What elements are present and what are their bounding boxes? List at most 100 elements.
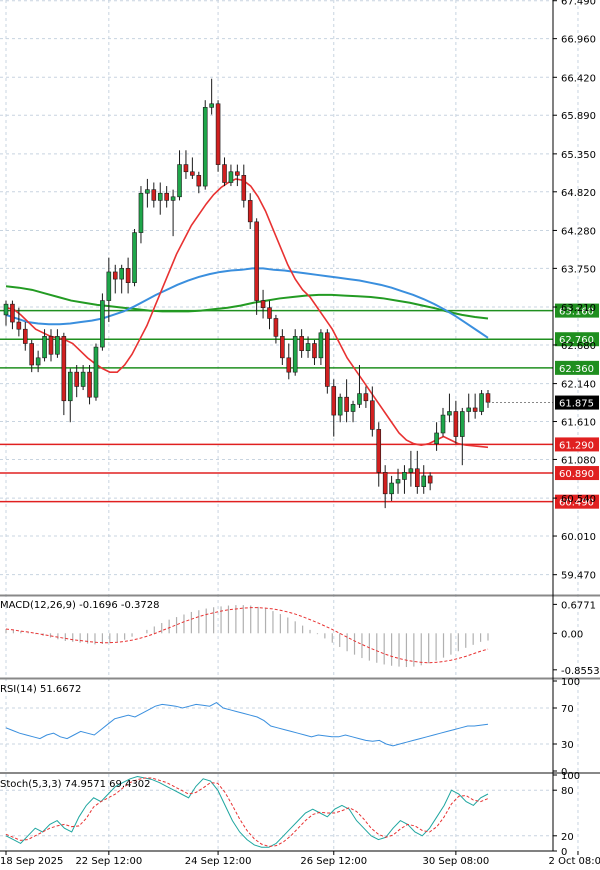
candle-body — [415, 468, 420, 487]
candle-body — [440, 414, 446, 434]
candle-body — [235, 171, 240, 176]
candle-body — [350, 404, 356, 412]
stoch-tick-label: 0 — [561, 847, 567, 858]
candle-body — [177, 164, 182, 198]
candle-body — [453, 411, 459, 437]
time-tick-label: 24 Sep 12:00 — [185, 856, 252, 867]
candle-body — [402, 472, 407, 480]
candle-body — [164, 192, 169, 201]
time-tick-label: 2 Oct 08:00 — [549, 856, 600, 867]
candle-body — [48, 336, 54, 355]
candle-body — [460, 411, 465, 437]
candle-body — [22, 328, 28, 344]
price-tick-label: 63.210 — [561, 303, 596, 314]
level-box — [555, 437, 599, 452]
price-tick-label: 66.960 — [561, 35, 596, 46]
candle-body — [190, 171, 195, 176]
candle-body — [93, 346, 99, 398]
macd-panel — [5, 605, 489, 668]
candle-body — [209, 103, 214, 108]
time-tick-label: 22 Sep 12:00 — [75, 856, 142, 867]
stoch-tick-label: 100 — [561, 771, 580, 782]
level-box — [555, 332, 599, 347]
price-tick-label: 62.680 — [561, 341, 596, 352]
candle-body — [427, 475, 433, 484]
candle-body — [485, 393, 491, 403]
candle-body — [370, 400, 375, 430]
price-tick-label: 61.080 — [561, 455, 596, 466]
candle-body — [29, 343, 34, 366]
rsi-tick-label: 70 — [561, 704, 574, 715]
grid-lines — [0, 0, 579, 851]
level-label: 60.490 — [559, 498, 594, 509]
level-label: 62.760 — [559, 335, 594, 346]
candle-body — [395, 479, 401, 484]
candle-body — [363, 393, 369, 402]
candle-body — [466, 407, 472, 412]
candle-body — [3, 303, 9, 316]
candle-body — [138, 192, 144, 233]
candle-body — [170, 196, 176, 201]
rsi-label: RSI(14) 51.6672 — [0, 684, 81, 695]
time-tick-label: 30 Sep 08:00 — [422, 856, 489, 867]
candle-body — [408, 468, 414, 473]
macd-label: MACD(12,26,9) -0.1696 -0.3728 — [0, 600, 160, 611]
candle-body — [87, 371, 92, 398]
price-tick-label: 65.890 — [561, 111, 596, 122]
candle-body — [55, 336, 60, 355]
candle-body — [273, 318, 279, 337]
level-box — [555, 360, 599, 375]
candlesticks — [3, 78, 491, 509]
candle-body — [196, 175, 202, 187]
candle-body — [61, 336, 67, 402]
stoch-tick-label: 80 — [561, 786, 574, 797]
candle-body — [260, 300, 266, 309]
time-tick-label: 18 Sep 2025 — [0, 856, 63, 867]
current-price-label: 61.875 — [559, 399, 594, 410]
price-tick-label: 64.280 — [561, 226, 596, 237]
candle-body — [112, 271, 118, 280]
candle-body — [447, 411, 452, 416]
candle-body — [10, 303, 15, 323]
price-tick-label: 60.010 — [561, 532, 596, 543]
candle-body — [67, 371, 73, 402]
candle-body — [16, 321, 22, 330]
candle-body — [312, 343, 317, 359]
candle-body — [325, 332, 330, 387]
stoch-d-line — [5, 777, 489, 847]
level-label: 63.160 — [559, 307, 594, 318]
candle-body — [267, 307, 272, 319]
candle-body — [434, 432, 439, 445]
stoch-tick-label: 20 — [561, 832, 574, 843]
price-tick-label: 59.470 — [561, 571, 596, 582]
candle-body — [241, 175, 247, 201]
candle-body — [337, 396, 343, 416]
price-tick-label: 65.350 — [561, 150, 596, 161]
level-box — [555, 466, 599, 481]
candle-body — [80, 371, 86, 387]
candle-body — [421, 475, 427, 487]
candle-body — [125, 268, 131, 283]
candle-body — [247, 200, 253, 223]
macd-tick-label: 0.6771 — [561, 600, 596, 611]
candle-body — [74, 371, 79, 387]
candle-body — [228, 171, 234, 183]
moving-averages — [5, 178, 489, 449]
candle-body — [145, 189, 150, 194]
price-tick-label: 64.820 — [561, 188, 596, 199]
level-label: 61.290 — [559, 440, 594, 451]
price-tick-label: 60.540 — [561, 494, 596, 505]
rsi-tick-label: 100 — [561, 677, 580, 688]
price-tick-label: 63.750 — [561, 264, 596, 275]
candle-body — [280, 336, 285, 359]
candle-body — [132, 232, 137, 283]
candle-body — [100, 300, 105, 348]
ma-slow-line — [5, 285, 489, 320]
candle-body — [376, 429, 382, 473]
level-label: 60.890 — [559, 469, 594, 480]
rsi-tick-label: 0 — [561, 767, 567, 778]
candle-body — [183, 164, 189, 173]
candle-body — [331, 386, 337, 416]
